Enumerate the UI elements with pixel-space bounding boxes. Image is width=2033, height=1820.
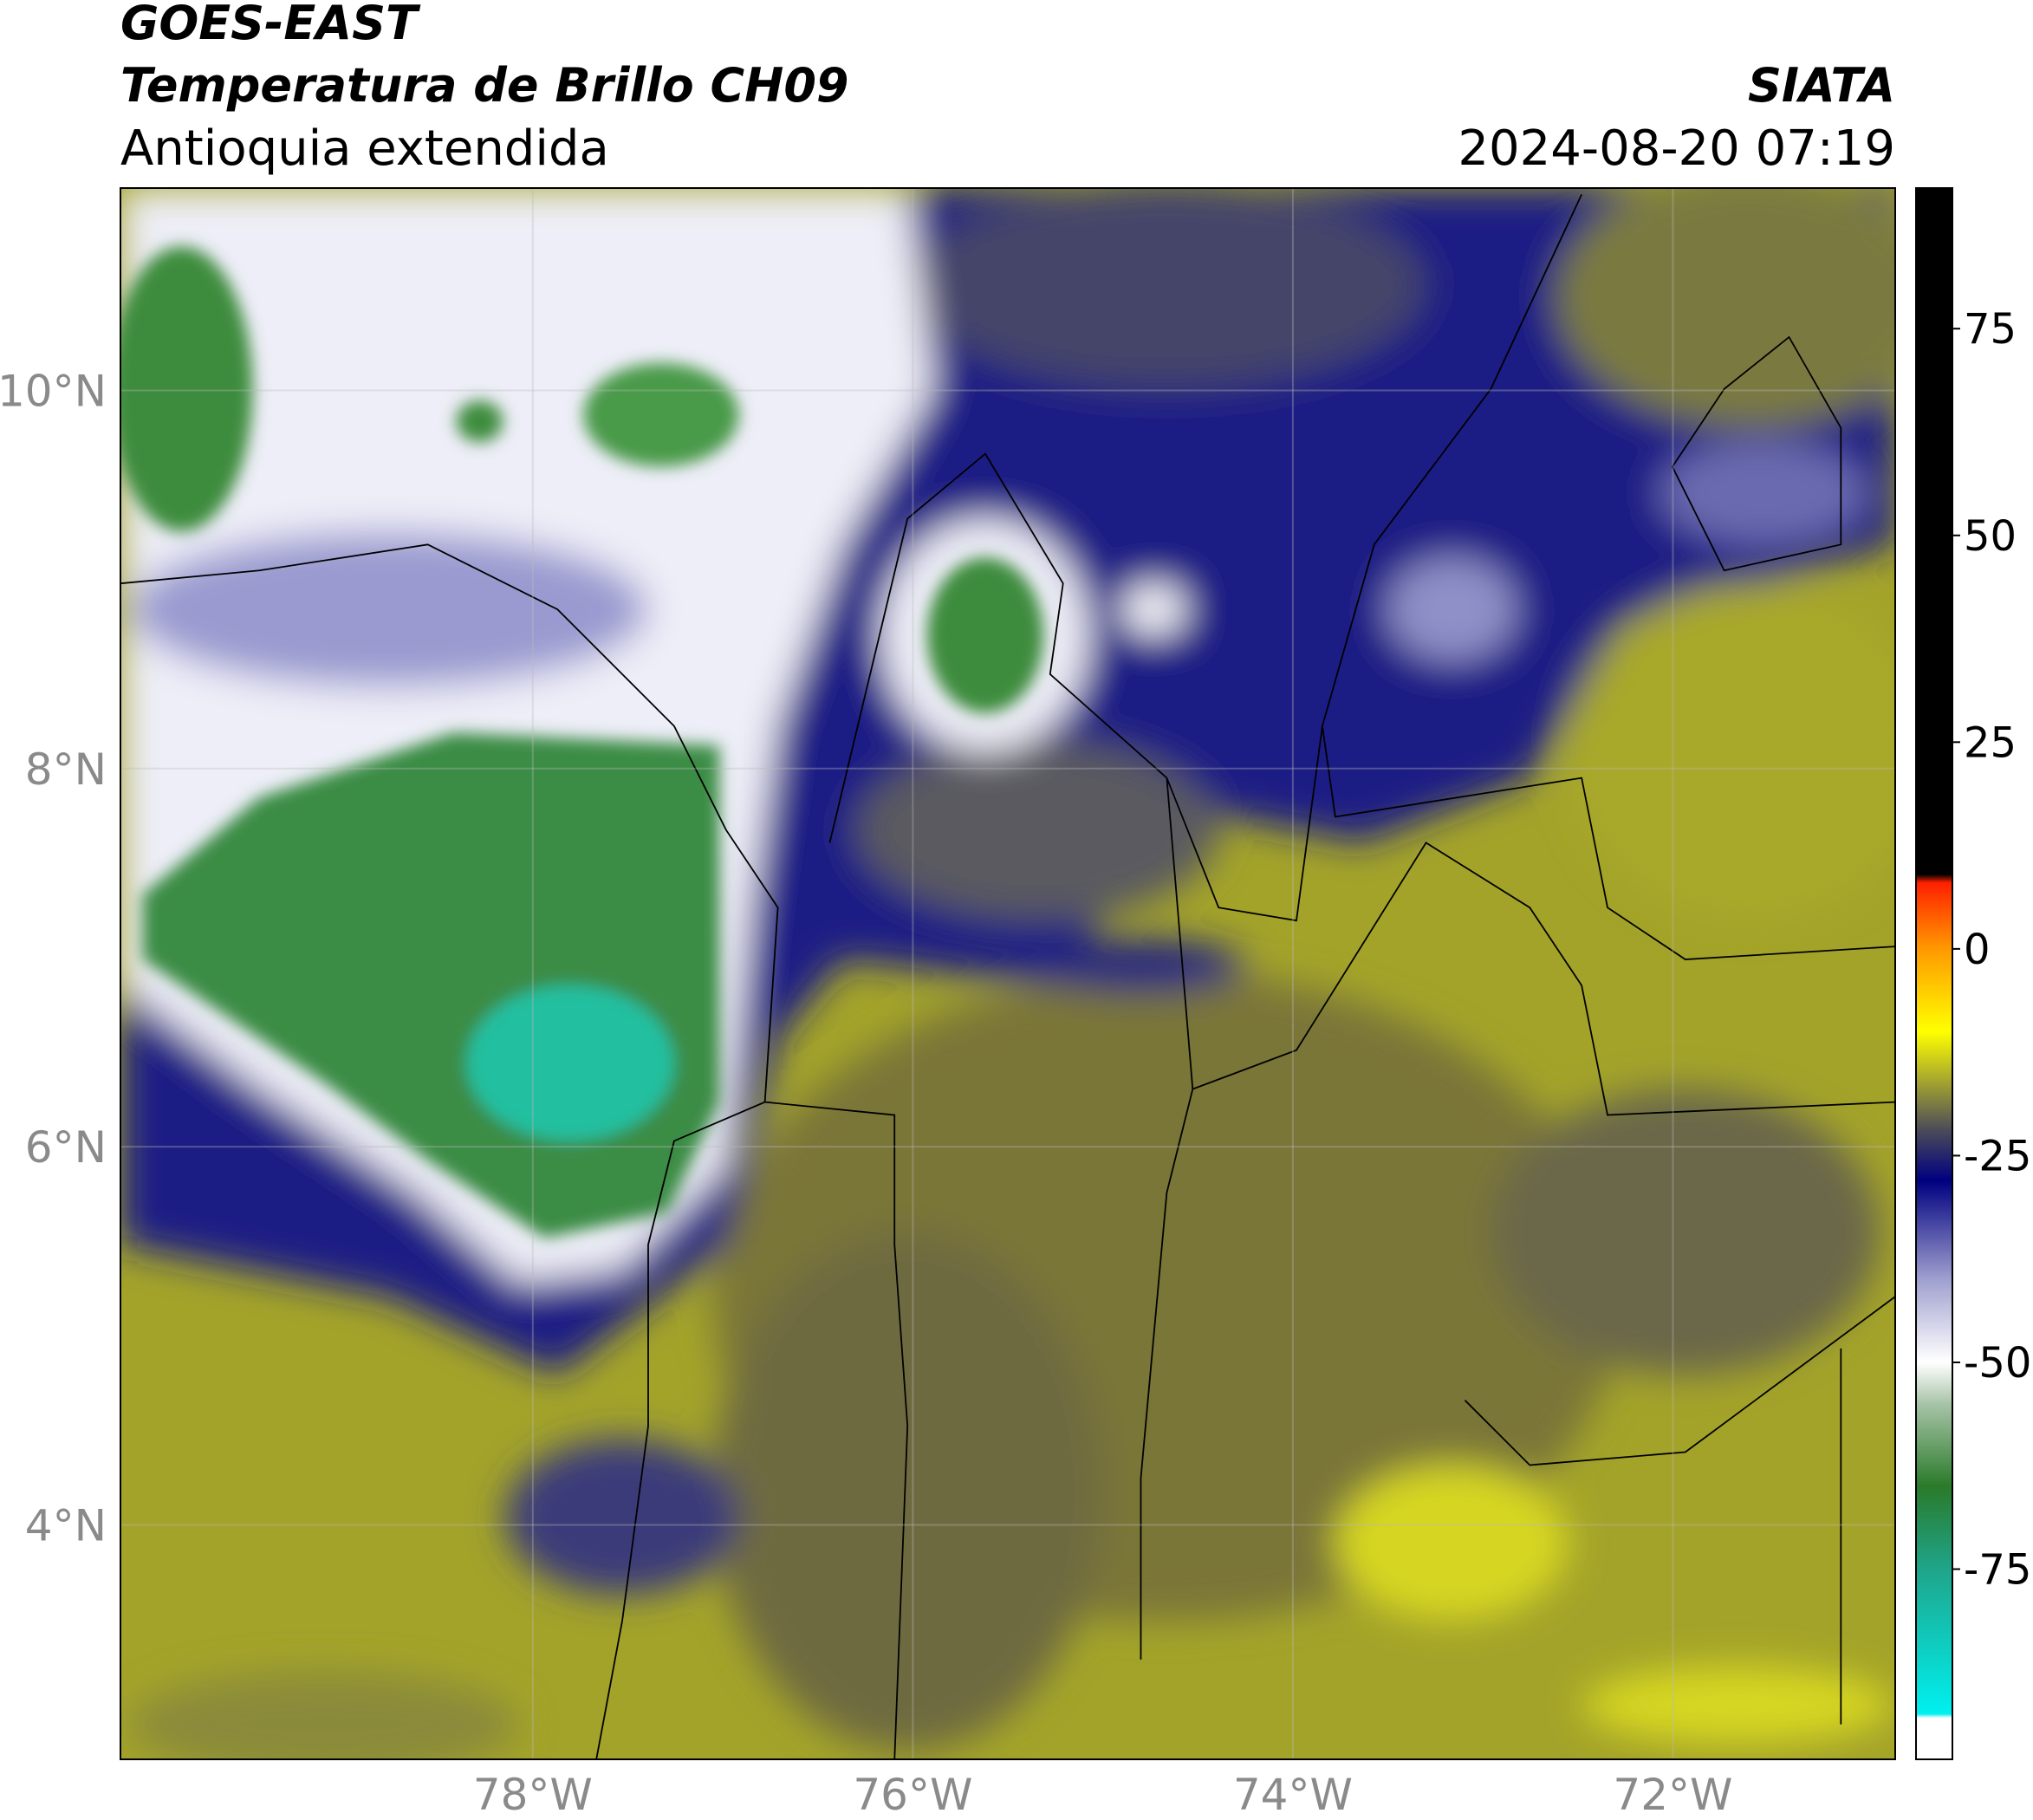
- grid: [120, 188, 1895, 1759]
- satellite-image: [120, 188, 1895, 1759]
- x-tick-label: 74°W: [1233, 1770, 1353, 1820]
- colorbar-tick-label: 50: [1964, 512, 2017, 561]
- colorbar-tick-label: 25: [1964, 718, 2017, 767]
- subtitle: Temperatura de Brillo CH09: [120, 58, 849, 113]
- datetime: 2024-08-20 07:19: [1458, 120, 1895, 177]
- y-tick-label: 10°N: [0, 366, 107, 416]
- y-tick-label: 4°N: [25, 1500, 107, 1550]
- colorbar-tick-label: 75: [1964, 305, 2017, 354]
- map-frame: [120, 187, 1896, 1760]
- x-tick-label: 76°W: [853, 1770, 972, 1820]
- y-tick-label: 8°N: [25, 744, 107, 795]
- colorbar-tick-label: -50: [1964, 1339, 2031, 1388]
- x-tick-label: 78°W: [473, 1770, 593, 1820]
- title: GOES-EAST: [120, 0, 421, 50]
- colorbar-tick-label: -25: [1964, 1132, 2031, 1180]
- region: Antioquia extendida: [120, 120, 609, 177]
- x-tick-label: 72°W: [1613, 1770, 1732, 1820]
- y-tick-label: 6°N: [25, 1122, 107, 1173]
- source: SIATA: [1748, 58, 1895, 113]
- colorbar: [1915, 187, 1953, 1760]
- colorbar-tick-label: -75: [1964, 1546, 2031, 1595]
- colorbar-tick-label: 0: [1964, 926, 1991, 974]
